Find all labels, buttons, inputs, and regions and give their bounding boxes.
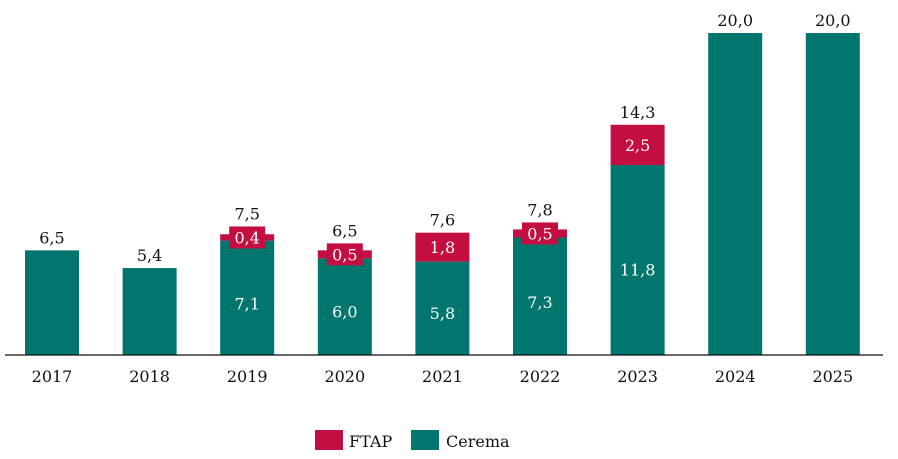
x-tick-label-2019: 2019: [227, 367, 268, 386]
bar-ftap-2021: [415, 232, 470, 262]
total-label-2023: 14,3: [620, 103, 656, 122]
cerema-value-label-2019: 7,1: [234, 295, 259, 314]
cerema-value-label-2021: 5,8: [430, 304, 455, 323]
legend-swatch-cerema: [411, 430, 439, 450]
total-label-2020: 6,5: [332, 221, 357, 240]
legend-label-cerema: Cerema: [446, 432, 510, 451]
total-label-2024: 20,0: [717, 11, 753, 30]
total-label-2021: 7,6: [430, 211, 455, 230]
x-tick-label-2023: 2023: [617, 367, 658, 386]
bar-cerema-2020: [317, 258, 372, 355]
bar-cerema-2022: [513, 237, 567, 355]
bar-cerema-2024: [708, 33, 763, 355]
legend-swatch-ftap: [315, 430, 343, 450]
ftap-label-box-2022: [522, 222, 558, 245]
legend: FTAP Cerema: [315, 430, 510, 451]
total-label-2019: 7,5: [234, 204, 259, 223]
ftap-value-label-2020: 0,5: [332, 245, 357, 264]
cerema-value-label-2020: 6,0: [332, 303, 357, 322]
total-label-2017: 6,5: [39, 228, 64, 247]
ftap-label-box-2020: [326, 243, 363, 266]
x-tick-label-2024: 2024: [715, 367, 756, 386]
legend-label-ftap: FTAP: [349, 432, 392, 451]
bars-group: [25, 33, 860, 355]
cerema-value-label-2023: 11,8: [620, 261, 656, 280]
ftap-label-box-2019: [229, 226, 266, 249]
total-label-2025: 20,0: [815, 11, 851, 30]
x-tick-label-2021: 2021: [422, 367, 463, 386]
total-labels-group: 6,5 5,4 7,5 6,5 7,6 7,8 14,3 20,0 20,0: [39, 11, 850, 265]
total-label-2022: 7,8: [527, 200, 552, 219]
x-tick-label-2017: 2017: [32, 367, 73, 386]
total-label-2018: 5,4: [137, 246, 162, 265]
x-tick-label-2025: 2025: [812, 367, 853, 386]
x-tick-label-2018: 2018: [129, 367, 170, 386]
x-tick-labels-group: 2017 2018 2019 2020 2021 2022 2023 2024 2025: [32, 367, 854, 386]
bar-ftap-2023: [610, 124, 665, 166]
ftap-value-label-2022: 0,5: [527, 224, 552, 243]
ftap-value-label-2021: 1,8: [430, 238, 455, 257]
x-tick-label-2020: 2020: [324, 367, 365, 386]
bar-cerema-2025: [805, 33, 860, 355]
bar-cerema-2021: [415, 261, 470, 355]
segment-labels-group: 0,4 7,1 0,5 6,0 1,8 5,8 0,5 7,3 2,5 11,8: [234, 136, 655, 323]
bar-cerema-2019: [220, 240, 275, 355]
ftap-value-label-2023: 2,5: [625, 136, 650, 155]
ftap-value-label-2019: 0,4: [234, 228, 259, 247]
cerema-value-label-2022: 7,3: [527, 293, 552, 312]
bar-cerema-2017: [25, 250, 79, 355]
bar-cerema-2018: [122, 268, 177, 355]
x-tick-label-2022: 2022: [520, 367, 561, 386]
bar-cerema-2023: [610, 165, 665, 355]
